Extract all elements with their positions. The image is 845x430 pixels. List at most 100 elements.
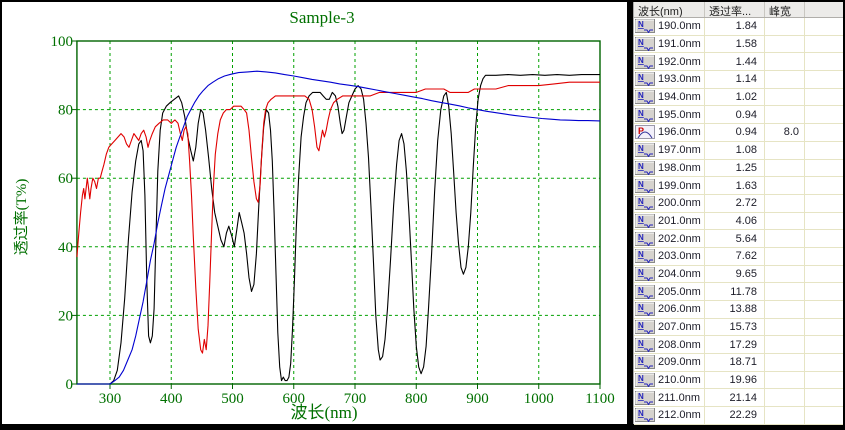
- table-row[interactable]: N 201.0nm 4.06: [634, 212, 843, 231]
- svg-text:P: P: [638, 126, 644, 136]
- table-row[interactable]: N 202.0nm 5.64: [634, 230, 843, 248]
- wavelength-value: 197.0nm: [658, 144, 701, 157]
- y-tick-label: 60: [58, 171, 73, 187]
- y-tick-label: 40: [58, 240, 73, 256]
- series-red-trace: [76, 81, 600, 354]
- svg-text:N: N: [638, 56, 644, 65]
- spectrum-plot: 300 400 500 600 700 800 900 1000 1100 0 20 40 60 80 10…: [51, 34, 615, 407]
- empty-cell: [805, 213, 843, 230]
- table-row[interactable]: N 211.0nm 21.14: [634, 389, 843, 408]
- peak-width-cell: [765, 265, 805, 283]
- series-blue-trace: [76, 70, 601, 385]
- column-header-wavelength[interactable]: 波长(nm): [634, 2, 705, 17]
- svg-text:N: N: [638, 392, 644, 401]
- svg-text:N: N: [638, 339, 644, 348]
- x-tick-label: 900: [466, 391, 489, 407]
- table-row[interactable]: N 210.0nm 19.96: [634, 371, 843, 390]
- table-header-row: 波长(nm) 透过率... 峰宽: [634, 2, 843, 18]
- valley-icon: N: [635, 178, 655, 193]
- table-row[interactable]: P 196.0nm 0.94 8.0: [634, 124, 843, 142]
- x-tick-label: 800: [405, 391, 428, 407]
- svg-text:N: N: [638, 38, 644, 47]
- transmittance-cell: 7.62: [705, 247, 765, 265]
- wavelength-value: 207.0nm: [658, 321, 701, 334]
- svg-text:N: N: [638, 374, 644, 383]
- column-header-peak-width[interactable]: 峰宽: [765, 2, 805, 17]
- wavelength-value: 210.0nm: [658, 374, 701, 387]
- wavelength-cell: N 208.0nm: [634, 336, 705, 354]
- table-row[interactable]: N 205.0nm 11.78: [634, 283, 843, 301]
- transmittance-cell: 21.14: [705, 389, 765, 407]
- peak-width-cell: [765, 177, 805, 194]
- valley-icon: N: [635, 302, 655, 317]
- valley-icon: N: [635, 72, 655, 87]
- table-row[interactable]: N 193.0nm 1.14: [634, 71, 843, 89]
- table-row[interactable]: N 212.0nm 22.29: [634, 407, 843, 425]
- x-tick-label: 1000: [524, 391, 554, 407]
- wavelength-cell: N 212.0nm: [634, 407, 705, 424]
- wavelength-value: 200.0nm: [658, 197, 701, 210]
- peak-width-cell: [765, 35, 805, 53]
- empty-cell: [805, 372, 843, 389]
- wavelength-value: 192.0nm: [658, 55, 701, 68]
- table-row[interactable]: N 206.0nm 13.88: [634, 301, 843, 319]
- empty-cell: [805, 248, 843, 265]
- table-row[interactable]: N 190.0nm 1.84: [634, 18, 843, 36]
- table-row[interactable]: N 197.0nm 1.08: [634, 141, 843, 160]
- wavelength-value: 190.0nm: [658, 20, 701, 33]
- table-row[interactable]: N 198.0nm 1.25: [634, 159, 843, 178]
- wavelength-cell: N 199.0nm: [634, 177, 705, 194]
- y-tick-label: 0: [66, 377, 74, 393]
- empty-cell: [805, 266, 843, 283]
- table-row[interactable]: N 203.0nm 7.62: [634, 247, 843, 266]
- table-row[interactable]: N 191.0nm 1.58: [634, 35, 843, 54]
- y-tick-label: 100: [51, 34, 74, 50]
- series-black-trace: [76, 74, 600, 385]
- valley-icon: N: [635, 90, 655, 105]
- wavelength-cell: N 193.0nm: [634, 71, 705, 88]
- peak-width-cell: [765, 283, 805, 300]
- svg-text:N: N: [638, 197, 644, 206]
- wavelength-value: 193.0nm: [658, 73, 701, 86]
- y-tick-label: 20: [58, 308, 73, 324]
- valley-icon: N: [635, 213, 655, 228]
- table-row[interactable]: N 200.0nm 2.72: [634, 194, 843, 213]
- svg-text:N: N: [638, 268, 644, 277]
- table-row[interactable]: N 207.0nm 15.73: [634, 318, 843, 337]
- table-row[interactable]: N 204.0nm 9.65: [634, 265, 843, 284]
- table-row[interactable]: N 199.0nm 1.63: [634, 177, 843, 195]
- y-tick-label: 80: [58, 103, 73, 119]
- table-row[interactable]: N 209.0nm 18.71: [634, 354, 843, 372]
- table-row[interactable]: N 208.0nm 17.29: [634, 336, 843, 355]
- wavelength-value: 195.0nm: [658, 108, 701, 121]
- empty-cell: [805, 283, 843, 300]
- wavelength-value: 191.0nm: [658, 38, 701, 51]
- svg-text:N: N: [638, 73, 644, 82]
- wavelength-cell: N 201.0nm: [634, 212, 705, 230]
- empty-cell: [805, 89, 843, 106]
- transmittance-cell: 1.84: [705, 18, 765, 35]
- table-row[interactable]: N 192.0nm 1.44: [634, 53, 843, 72]
- peak-width-cell: [765, 318, 805, 336]
- peak-table-panel: 波长(nm) 透过率... 峰宽 N 190.0nm 1.84 N 191.0nm 1.5…: [633, 2, 843, 425]
- transmittance-cell: 0.94: [705, 106, 765, 124]
- x-tick-label: 500: [221, 391, 244, 407]
- empty-cell: [805, 53, 843, 70]
- empty-cell: [805, 142, 843, 159]
- empty-cell: [805, 18, 843, 35]
- transmittance-cell: 1.58: [705, 35, 765, 53]
- wavelength-value: 205.0nm: [658, 285, 701, 298]
- column-header-transmittance[interactable]: 透过率...: [705, 2, 765, 17]
- svg-text:N: N: [638, 180, 644, 189]
- peak-width-cell: [765, 336, 805, 354]
- x-tick-label: 400: [160, 391, 183, 407]
- table-row[interactable]: N 194.0nm 1.02: [634, 88, 843, 107]
- x-tick-label: 700: [344, 391, 367, 407]
- table-row[interactable]: N 195.0nm 0.94: [634, 106, 843, 125]
- valley-icon: N: [635, 143, 655, 158]
- empty-cell: [805, 230, 843, 247]
- peak-width-cell: [765, 407, 805, 424]
- valley-icon: N: [635, 408, 655, 423]
- svg-text:N: N: [638, 144, 644, 153]
